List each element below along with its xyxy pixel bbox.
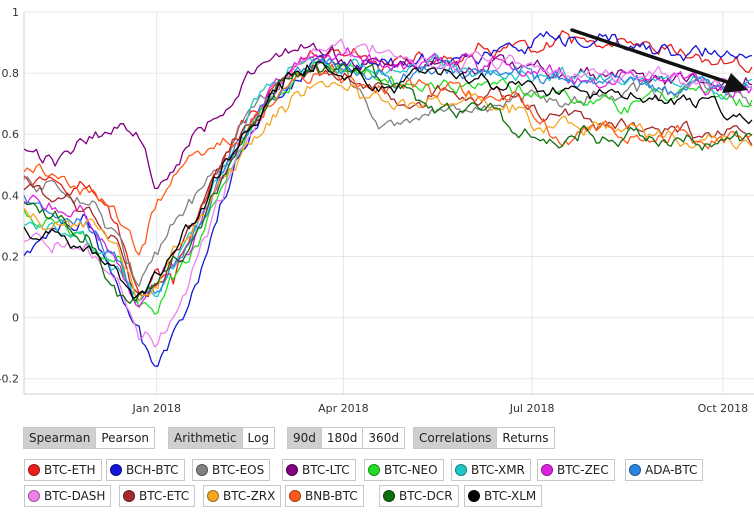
series-line-bch-btc — [23, 31, 753, 367]
360d-button[interactable]: 360d — [363, 428, 404, 448]
y-tick-label: 0.4 — [2, 189, 20, 202]
legend-item-btc-xmr[interactable]: BTC-XMR — [451, 459, 531, 481]
x-tick-label: Jan 2018 — [132, 402, 181, 415]
legend-label: BTC-ZRX — [223, 489, 276, 503]
legend-swatch — [286, 464, 298, 476]
legend-label: BTC-DCR — [399, 489, 453, 503]
series-line-btc-dash — [23, 38, 753, 348]
view-toggle-group: Correlations Returns — [413, 427, 555, 449]
correlations-button[interactable]: Correlations — [414, 428, 498, 448]
legend-swatch — [541, 464, 553, 476]
legend-swatch — [207, 490, 219, 502]
legend-label: BTC-EOS — [212, 463, 265, 477]
legend-item-bnb-btc[interactable]: BNB-BTC — [285, 485, 364, 507]
y-axis: 1 0.8 0.6 0.4 0.2 0 -0.2 — [0, 6, 19, 386]
legend-item-btc-neo[interactable]: BTC-NEO — [364, 459, 444, 481]
legend-swatch — [28, 464, 40, 476]
legend-label: BTC-LTC — [302, 463, 350, 477]
window-toggle-group: 90d 180d 360d — [287, 427, 405, 449]
legend-label: BTC-ZEC — [557, 463, 609, 477]
90d-button[interactable]: 90d — [288, 428, 322, 448]
series-line-btc-zrx — [23, 81, 753, 302]
legend-item-btc-dcr[interactable]: BTC-DCR — [379, 485, 459, 507]
legend-item-btc-dash[interactable]: BTC-DASH — [24, 485, 112, 507]
x-tick-label: Jul 2018 — [509, 402, 555, 415]
y-tick-label: 0.2 — [2, 250, 20, 263]
legend-swatch — [368, 464, 380, 476]
y-tick-label: 1 — [12, 6, 19, 19]
legend-label: BTC-ETC — [139, 489, 190, 503]
legend-swatch — [196, 464, 208, 476]
x-axis: Jan 2018 Apr 2018 Jul 2018 Oct 2018 — [132, 402, 749, 415]
legend-swatch — [289, 490, 301, 502]
arithmetic-button[interactable]: Arithmetic — [169, 428, 243, 448]
trend-arrow — [570, 28, 748, 93]
legend-item-btc-zrx[interactable]: BTC-ZRX — [203, 485, 282, 507]
spearman-button[interactable]: Spearman — [24, 428, 97, 448]
x-tick-label: Oct 2018 — [698, 402, 749, 415]
pearson-button[interactable]: Pearson — [96, 428, 155, 448]
legend-label: BNB-BTC — [305, 489, 358, 503]
legend-label: ADA-BTC — [645, 463, 698, 477]
x-tick-label: Apr 2018 — [318, 402, 369, 415]
legend-item-btc-eth[interactable]: BTC-ETH — [24, 459, 102, 481]
returns-button[interactable]: Returns — [497, 428, 554, 448]
legend-swatch — [28, 490, 40, 502]
trend-arrow-head — [722, 73, 748, 93]
scale-toggle-group: Arithmetic Log — [168, 427, 275, 449]
series-line-btc-eos — [23, 56, 753, 287]
chart-grid — [23, 11, 754, 395]
legend-swatch — [383, 490, 395, 502]
y-tick-label: 0 — [12, 312, 19, 325]
y-tick-label: 0.8 — [2, 67, 20, 80]
legend-item-btc-ltc[interactable]: BTC-LTC — [282, 459, 356, 481]
legend-item-btc-zec[interactable]: BTC-ZEC — [537, 459, 615, 481]
legend-item-ada-btc[interactable]: ADA-BTC — [625, 459, 704, 481]
legend-label: BTC-ETH — [44, 463, 96, 477]
series-line-btc-zec — [23, 47, 753, 308]
series-line-btc-dcr — [23, 63, 753, 304]
y-tick-label: -0.2 — [0, 373, 19, 386]
legend-label: BTC-XLM — [484, 489, 537, 503]
series-line-ada-btc — [23, 57, 752, 302]
series-line-btc-xmr — [23, 52, 753, 304]
180d-button[interactable]: 180d — [321, 428, 364, 448]
legend-item-btc-xlm[interactable]: BTC-XLM — [464, 485, 543, 507]
legend-label: BTC-XMR — [471, 463, 525, 477]
correlation-chart: 1 0.8 0.6 0.4 0.2 0 -0.2 Jan 2018 Apr 2018 Jul 2… — [0, 6, 754, 415]
y-tick-label: 0.6 — [2, 128, 20, 141]
series-lines — [23, 30, 753, 367]
legend-label: BTC-DASH — [44, 489, 106, 503]
series-line-btc-ltc — [23, 42, 753, 190]
trend-arrow-shaft — [570, 28, 735, 86]
legend-swatch — [468, 490, 480, 502]
legend-swatch — [110, 464, 122, 476]
series-line-btc-neo — [23, 58, 753, 315]
log-button[interactable]: Log — [242, 428, 274, 448]
series-line-bnb-btc — [23, 63, 753, 256]
legend-swatch — [629, 464, 641, 476]
series-line-btc-xlm — [23, 61, 753, 300]
legend-label: BCH-BTC — [126, 463, 179, 477]
legend-swatch — [455, 464, 467, 476]
legend-item-btc-eos[interactable]: BTC-EOS — [192, 459, 271, 481]
legend-item-bch-btc[interactable]: BCH-BTC — [106, 459, 185, 481]
legend-item-btc-etc[interactable]: BTC-ETC — [119, 485, 196, 507]
legend-label: BTC-NEO — [384, 463, 438, 477]
series-line-btc-etc — [23, 64, 753, 298]
legend-swatch — [123, 490, 135, 502]
method-toggle-group: Spearman Pearson — [23, 427, 156, 449]
